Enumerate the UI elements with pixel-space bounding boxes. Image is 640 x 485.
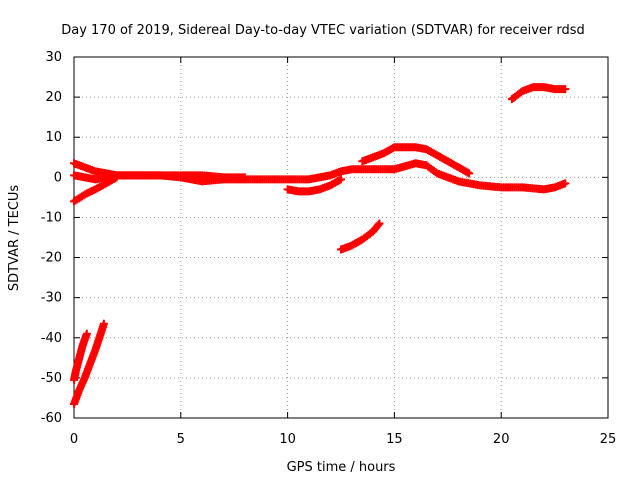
- x-tick-label: 20: [493, 432, 510, 447]
- y-tick-label: -20: [41, 251, 62, 266]
- x-tick-label: 10: [279, 432, 296, 447]
- series-arc-neg18: [337, 219, 384, 254]
- data-point: [240, 173, 249, 182]
- x-tick-label: 5: [177, 432, 185, 447]
- data-point: [561, 85, 570, 94]
- y-tick-label: 30: [45, 50, 62, 65]
- series-arc-lower-left: [70, 173, 121, 206]
- y-tick-label: -60: [41, 411, 62, 426]
- data-point: [337, 175, 345, 184]
- series-arc-steep-2: [70, 319, 108, 408]
- data-point: [112, 173, 121, 182]
- data-point: [375, 219, 384, 228]
- series-arc-steep-1: [70, 329, 91, 384]
- data-point: [465, 169, 474, 178]
- data-point: [374, 220, 383, 229]
- chart-title: Day 170 of 2019, Sidereal Day-to-day VTE…: [61, 23, 585, 38]
- data-layer: [70, 83, 570, 408]
- plot-frame: [73, 56, 609, 419]
- data-point: [561, 179, 570, 188]
- y-tick-label: -40: [41, 331, 62, 346]
- x-axis-label: GPS time / hours: [287, 460, 396, 475]
- data-point: [82, 329, 91, 338]
- y-tick-label: 20: [45, 90, 62, 105]
- y-axis-label: SDTVAR / TECUs: [7, 185, 22, 292]
- grid-layer: [74, 57, 608, 418]
- tick-layer: -60 -50 -40 -30 -20 -10 0 10 20 30 0 5 10 15 20 25: [41, 50, 617, 447]
- series-arc-hump-15: [358, 143, 474, 178]
- y-tick-label: -30: [41, 291, 62, 306]
- x-tick-label: 25: [600, 432, 617, 447]
- series-arc-dip-10: [283, 175, 345, 196]
- y-tick-label: 10: [45, 130, 62, 145]
- x-tick-label: 0: [70, 432, 78, 447]
- data-point: [99, 319, 108, 328]
- y-tick-label: -50: [41, 371, 62, 386]
- series-arc-top-right: [507, 83, 570, 104]
- y-tick-label: -10: [41, 210, 62, 225]
- x-tick-label: 15: [386, 432, 403, 447]
- y-tick-label: 0: [54, 170, 62, 185]
